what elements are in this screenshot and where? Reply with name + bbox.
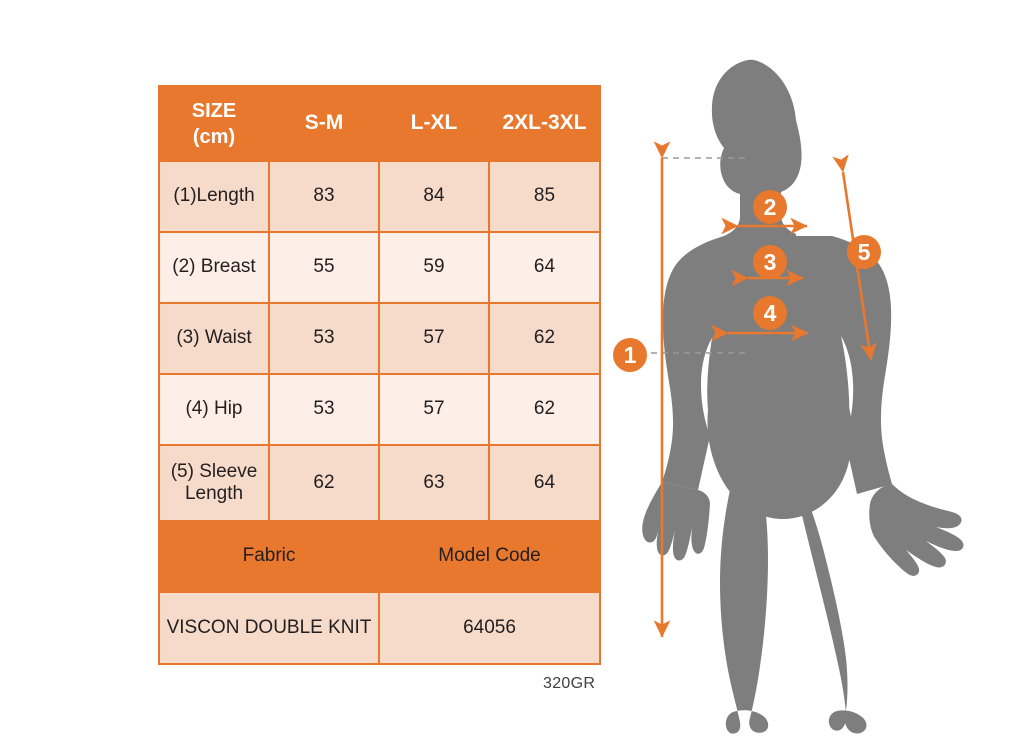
row-label-hip: (4) Hip [158, 373, 270, 446]
marker-badge-2: 2 [753, 190, 787, 224]
cell-length-lxl: 84 [378, 160, 490, 233]
body-silhouette-icon [642, 59, 964, 734]
header-size-line2: (cm) [192, 125, 236, 148]
measurement-figure: 1 2 3 4 5 [600, 20, 1024, 740]
marker-label-2: 2 [764, 194, 777, 220]
header-col-sm: S-M [268, 85, 380, 162]
subheader-model-code: Model Code [378, 520, 601, 593]
header-size-line1: SIZE [191, 99, 237, 122]
table-row-waist: (3) Waist 53 57 62 [158, 302, 601, 375]
row-label-waist: (3) Waist [158, 302, 270, 375]
table-row-hip: (4) Hip 53 57 62 [158, 373, 601, 446]
table-header: SIZE (cm) S-M L-XL 2XL-3XL [158, 85, 601, 162]
cell-breast-lxl: 59 [378, 231, 490, 304]
cell-sleeve-lxl: 63 [378, 444, 490, 522]
header-col-lxl: L-XL [378, 85, 490, 162]
table-body: (1)Length 83 84 85 (2) Breast 55 59 64 (… [158, 160, 601, 665]
table-row-length: (1)Length 83 84 85 [158, 160, 601, 233]
cell-breast-2xl: 64 [488, 231, 601, 304]
marker-label-1: 1 [624, 342, 637, 368]
cell-waist-lxl: 57 [378, 302, 490, 375]
header-col-2xl3xl: 2XL-3XL [488, 85, 601, 162]
cell-breast-sm: 55 [268, 231, 380, 304]
row-label-breast: (2) Breast [158, 231, 270, 304]
value-fabric: VISCON DOUBLE KNIT [158, 591, 380, 665]
cell-length-2xl: 85 [488, 160, 601, 233]
marker-label-4: 4 [764, 300, 777, 326]
table-subheader-row: Fabric Model Code [158, 520, 601, 593]
row-label-sleeve-length: (5) Sleeve Length [158, 444, 270, 522]
table-row-breast: (2) Breast 55 59 64 [158, 231, 601, 304]
size-chart-table: SIZE (cm) S-M L-XL 2XL-3XL (1)Length 83 … [158, 85, 601, 665]
cell-hip-2xl: 62 [488, 373, 601, 446]
table-row-sleeve-length: (5) Sleeve Length 62 63 64 [158, 444, 601, 522]
marker-badge-1: 1 [613, 338, 647, 372]
header-size-cm: SIZE (cm) [158, 85, 270, 162]
subheader-fabric: Fabric [158, 520, 380, 593]
marker-label-5: 5 [858, 239, 871, 265]
header-row: SIZE (cm) S-M L-XL 2XL-3XL [158, 85, 601, 162]
cell-sleeve-sm: 62 [268, 444, 380, 522]
marker-badge-4: 4 [753, 296, 787, 330]
cell-length-sm: 83 [268, 160, 380, 233]
cell-waist-2xl: 62 [488, 302, 601, 375]
marker-badge-3: 3 [753, 245, 787, 279]
cell-waist-sm: 53 [268, 302, 380, 375]
cell-hip-sm: 53 [268, 373, 380, 446]
value-model-code: 64056 [378, 591, 601, 665]
female-silhouette-diagram: 1 2 3 4 5 [613, 59, 964, 734]
cell-hip-lxl: 57 [378, 373, 490, 446]
marker-label-3: 3 [764, 249, 777, 275]
row-label-length: (1)Length [158, 160, 270, 233]
table-footer-row: VISCON DOUBLE KNIT 64056 [158, 591, 601, 665]
cell-sleeve-2xl: 64 [488, 444, 601, 522]
fabric-weight-note: 320GR [543, 675, 596, 692]
marker-badge-5: 5 [847, 235, 881, 269]
